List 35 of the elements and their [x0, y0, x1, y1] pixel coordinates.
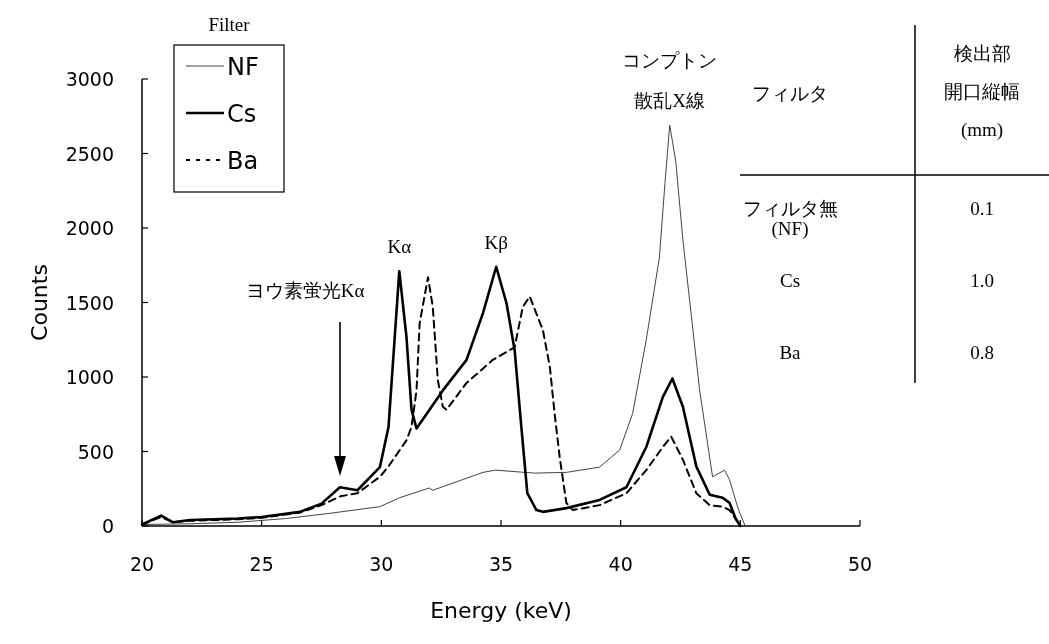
annotation: コンプトン: [622, 50, 718, 72]
text: 検出部: [953, 43, 1011, 64]
x-axis-title: Energy (keV): [430, 598, 572, 623]
annotation: フィルタ無 (NF): [742, 198, 838, 240]
x-tick-label: 30: [369, 553, 394, 575]
legend-label: Cs: [227, 100, 257, 128]
x-tick-label: 50: [847, 553, 873, 575]
y-tick-label: 2000: [65, 217, 114, 239]
y-axis-title: Counts: [27, 264, 52, 341]
annotation: 散乱X線: [634, 90, 706, 112]
annotation: ヨウ素蛍光Kα: [245, 280, 365, 301]
x-tick-label: 20: [129, 553, 155, 575]
annotation: Cs: [779, 270, 801, 291]
x-tick-label: 40: [608, 553, 633, 575]
y-tick-label: 500: [77, 440, 114, 463]
text: (mm): [960, 119, 1004, 141]
annotation: Kα: [387, 236, 412, 258]
annotation: Ba: [779, 342, 802, 363]
legend-label: Ba: [227, 147, 259, 175]
x-tick-label: 45: [728, 553, 753, 575]
y-tick-label: 1500: [65, 291, 114, 314]
annotation: フィルタ: [752, 83, 828, 104]
legend-title: Filter: [208, 14, 251, 35]
x-tick-label: 35: [488, 553, 514, 575]
y-tick-label: 1000: [65, 366, 114, 388]
annotation: Kβ: [484, 231, 508, 253]
text: 0.8: [970, 342, 994, 363]
text: 0.1: [970, 198, 994, 219]
text: 1.0: [970, 270, 994, 291]
x-tick-label: 25: [249, 553, 274, 575]
text: 開口縦幅: [944, 81, 1020, 102]
y-tick-label: 2500: [65, 142, 114, 165]
y-tick-label: 3000: [65, 68, 114, 90]
legend-label: NF: [227, 53, 259, 81]
y-tick-label: 0: [101, 515, 114, 537]
